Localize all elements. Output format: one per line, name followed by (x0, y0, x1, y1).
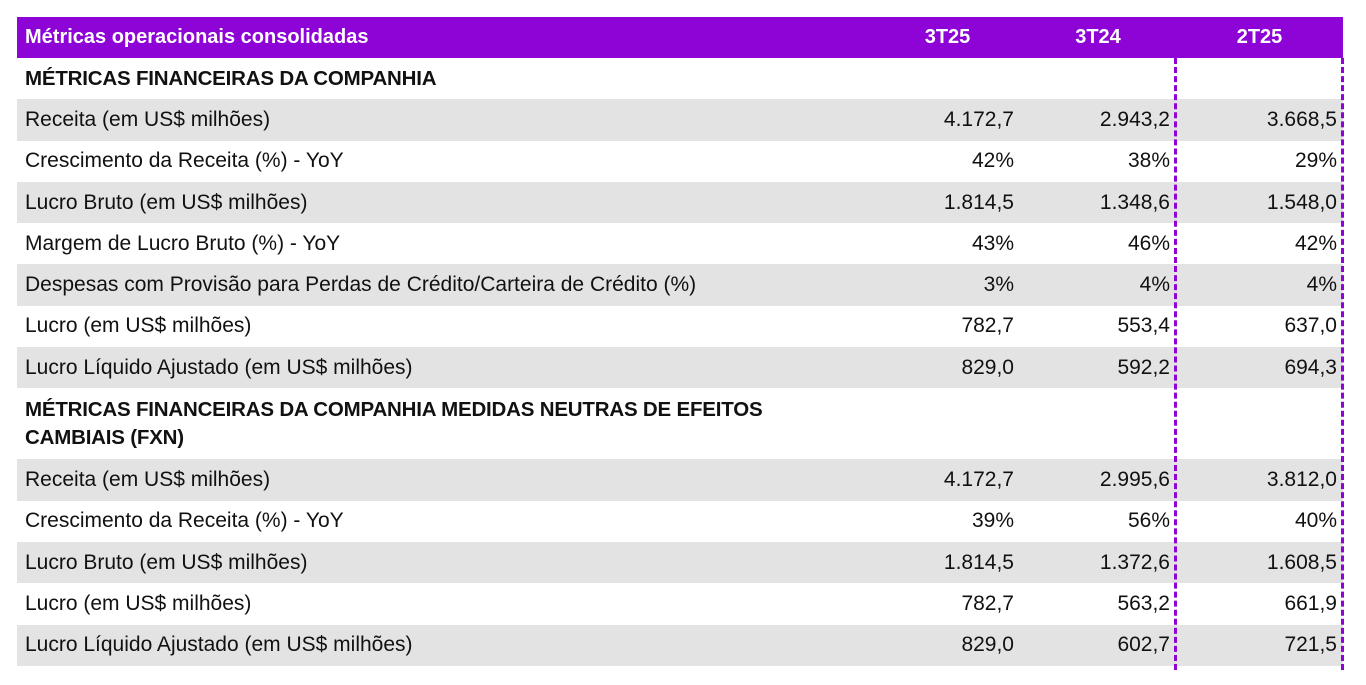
cell-value: 2.943,2 (1099, 107, 1170, 131)
cell-value: 3.668,5 (1266, 107, 1337, 131)
cell-value: 39% (971, 509, 1014, 533)
row-label: Lucro Bruto (em US$ milhões) (25, 190, 308, 214)
cell-value: 46% (1127, 231, 1170, 255)
cell-value: 592,2 (1117, 355, 1170, 379)
cell-value: 1.348,6 (1099, 190, 1170, 214)
cell-value: 40% (1294, 509, 1337, 533)
section-title: MÉTRICAS FINANCEIRAS DA COMPANHIA (25, 66, 437, 90)
cell-value: 782,7 (961, 314, 1014, 338)
row-label: Margem de Lucro Bruto (%) - YoY (25, 231, 341, 255)
row-label: Lucro Bruto (em US$ milhões) (25, 550, 308, 574)
cell-value: 38% (1127, 149, 1170, 173)
cell-value: 2.995,6 (1099, 468, 1170, 492)
row-label: Crescimento da Receita (%) - YoY (25, 509, 344, 533)
cell-value: 42% (1294, 231, 1337, 255)
row-label: Lucro Líquido Ajustado (em US$ milhões) (25, 355, 413, 379)
row-label: Lucro (em US$ milhões) (25, 591, 252, 615)
table-row: Lucro Líquido Ajustado (em US$ milhões) 8… (17, 624, 1343, 666)
table-row: Lucro Bruto (em US$ milhões) 1.814,5 1.348… (17, 181, 1343, 224)
cell-value: 42% (971, 149, 1014, 173)
table-header: Métricas operacionais consolidadas 3T25 … (17, 17, 1343, 58)
table-row: Crescimento da Receita (%) - YoY 39% 56% 40… (17, 501, 1343, 542)
column-divider-dashed (1174, 58, 1177, 670)
table-row: Lucro Bruto (em US$ milhões) 1.814,5 1.372… (17, 541, 1343, 584)
table-row: Lucro Líquido Ajustado (em US$ milhões) 8… (17, 347, 1343, 389)
metrics-table: Métricas operacionais consolidadas 3T25 … (17, 17, 1343, 666)
cell-value: 3% (983, 273, 1014, 297)
section-heading: MÉTRICAS FINANCEIRAS DA COMPANHIA (17, 58, 1343, 99)
section-title: MÉTRICAS FINANCEIRAS DA COMPANHIA MEDIDA… (25, 397, 763, 449)
cell-value: 1.608,5 (1266, 550, 1337, 574)
cell-value: 1.814,5 (943, 550, 1014, 574)
cell-value: 694,3 (1284, 355, 1337, 379)
cell-value: 29% (1294, 149, 1337, 173)
row-label: Crescimento da Receita (%) - YoY (25, 149, 344, 173)
row-label: Despesas com Provisão para Perdas de Cré… (25, 273, 697, 297)
cell-value: 782,7 (961, 591, 1014, 615)
cell-value: 829,0 (961, 633, 1014, 657)
cell-value: 4% (1139, 273, 1170, 297)
row-label: Receita (em US$ milhões) (25, 468, 271, 492)
column-divider-dashed (1341, 58, 1344, 670)
table-row: Lucro (em US$ milhões) 782,7 553,4 637,0 (17, 306, 1343, 347)
cell-value: 661,9 (1284, 591, 1337, 615)
table-row: Receita (em US$ milhões) 4.172,7 2.995,6 3.… (17, 459, 1343, 501)
cell-value: 829,0 (961, 355, 1014, 379)
cell-value: 3.812,0 (1266, 468, 1337, 492)
cell-value: 721,5 (1284, 633, 1337, 657)
cell-value: 553,4 (1117, 314, 1170, 338)
cell-value: 637,0 (1284, 314, 1337, 338)
cell-value: 4% (1306, 273, 1337, 297)
table-row: Margem de Lucro Bruto (%) - YoY 43% 46% 42% (17, 223, 1343, 264)
cell-value: 1.814,5 (943, 190, 1014, 214)
header-title: Métricas operacionais consolidadas (25, 26, 369, 48)
row-label: Receita (em US$ milhões) (25, 107, 271, 131)
column-header-2t25: 2T25 (1236, 26, 1283, 48)
cell-value: 4.172,7 (943, 468, 1014, 492)
cell-value: 43% (971, 231, 1014, 255)
cell-value: 602,7 (1117, 633, 1170, 657)
cell-value: 1.372,6 (1099, 550, 1170, 574)
table-row: Receita (em US$ milhões) 4.172,7 2.943,2 3.… (17, 99, 1343, 141)
cell-value: 563,2 (1117, 591, 1170, 615)
cell-value: 4.172,7 (943, 107, 1014, 131)
column-header-3t24: 3T24 (1075, 26, 1121, 48)
cell-value: 1.548,0 (1266, 190, 1337, 214)
row-label: Lucro Líquido Ajustado (em US$ milhões) (25, 633, 413, 657)
table-row: Lucro (em US$ milhões) 782,7 563,2 661,9 (17, 583, 1343, 624)
cell-value: 56% (1127, 509, 1170, 533)
row-label: Lucro (em US$ milhões) (25, 314, 252, 338)
table-row: Despesas com Provisão para Perdas de Cré… (17, 264, 1343, 306)
table-row: Crescimento da Receita (%) - YoY 42% 38% 29… (17, 141, 1343, 182)
section-heading: MÉTRICAS FINANCEIRAS DA COMPANHIA MEDIDA… (17, 388, 1343, 459)
column-header-3t25: 3T25 (924, 26, 971, 48)
